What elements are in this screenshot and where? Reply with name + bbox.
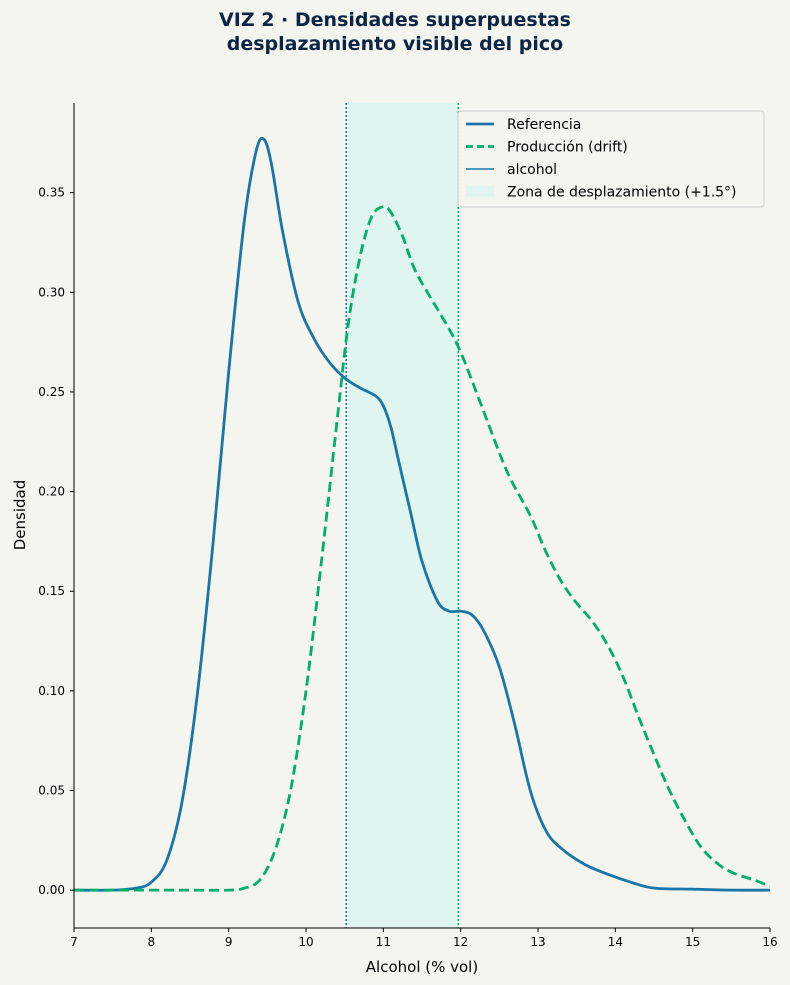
- x-tick-label-10: 10: [298, 935, 313, 949]
- y-tick-label-3: 0.15: [38, 584, 65, 598]
- x-tick-label-16: 16: [762, 935, 777, 949]
- x-tick-label-8: 8: [148, 935, 156, 949]
- legend: Referencia Producción (drift) alcohol Zona …: [457, 110, 765, 208]
- legend-box: [457, 110, 765, 208]
- y-tick-label-1: 0.05: [38, 784, 65, 798]
- x-axis-label: Alcohol (% vol): [366, 958, 478, 976]
- legend-label-referencia: Referencia: [507, 117, 581, 133]
- y-axis-label: Densidad: [11, 480, 29, 551]
- plot-area: 7 8 9 10 11 12 13 14 15 16 0.00 0.05 0.10 0.15 0.20 0.2…: [38, 103, 778, 949]
- y-tick-label-2: 0.10: [38, 684, 65, 698]
- drift-zone-region: [346, 103, 459, 928]
- x-tick-label-11: 11: [376, 935, 391, 949]
- x-tick-label-15: 15: [685, 935, 700, 949]
- x-tick-label-14: 14: [608, 935, 623, 949]
- legend-label-produccio-n-drift: Producción (drift): [507, 140, 628, 156]
- chart-title-line-1: VIZ 2 · Densidades superpuestas: [219, 9, 571, 31]
- series-line-produccion: [74, 205, 770, 892]
- series-line-referencia: [74, 136, 770, 892]
- x-tick-label-12: 12: [453, 935, 468, 949]
- y-tick-label-6: 0.30: [38, 285, 65, 299]
- x-tick-label-9: 9: [225, 935, 233, 949]
- x-tick-label-7: 7: [70, 935, 78, 949]
- legend-label-alcohol: alcohol: [507, 162, 557, 178]
- y-tick-label-0: 0.00: [38, 883, 65, 897]
- x-tick-label-13: 13: [530, 935, 545, 949]
- chart-title-line-2: desplazamiento visible del pico: [227, 33, 563, 55]
- legend-label-zona-de-desplazamiento-1-5: Zona de desplazamiento (+1.5°): [507, 185, 737, 201]
- y-tick-label-4: 0.20: [38, 485, 65, 499]
- y-tick-label-7: 0.35: [38, 186, 65, 200]
- legend-swatch-zona-de-desplazamiento-1-5: [466, 185, 494, 197]
- y-tick-label-5: 0.25: [38, 385, 65, 399]
